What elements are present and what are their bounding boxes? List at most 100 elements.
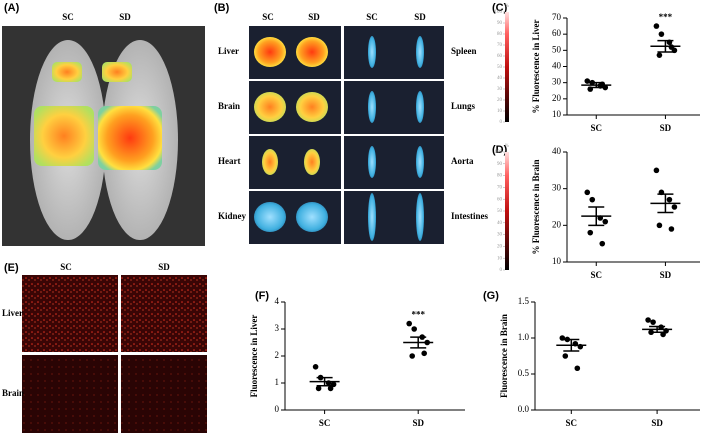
row-label: Liver bbox=[218, 46, 239, 56]
data-point bbox=[562, 353, 569, 359]
organ bbox=[416, 193, 424, 241]
colorbar-tick-label: 70 bbox=[497, 186, 503, 191]
colorbar-tick-label: 100 bbox=[495, 150, 503, 155]
organ bbox=[254, 92, 286, 122]
panel-label: (A) bbox=[4, 2, 20, 14]
y-tick-label: 1.0 bbox=[518, 332, 530, 342]
signal bbox=[102, 62, 132, 82]
organ bbox=[368, 91, 376, 123]
y-tick-label: 30 bbox=[552, 77, 562, 87]
column-label: SC bbox=[262, 12, 274, 22]
y-tick-label: 10 bbox=[552, 109, 562, 119]
data-point bbox=[599, 240, 606, 247]
colorbar-label: % bbox=[505, 144, 509, 149]
panel-label: (F) bbox=[255, 290, 269, 302]
organ bbox=[296, 202, 328, 232]
y-tick-label: 0.5 bbox=[518, 368, 530, 378]
x-tick-label: SD bbox=[412, 418, 424, 428]
y-axis-label: Fluorescence in Liver bbox=[249, 315, 259, 398]
column-label: SD bbox=[158, 262, 170, 272]
colorbar-tick-label: 60 bbox=[497, 197, 503, 202]
data-point bbox=[650, 319, 656, 325]
colorbar-tick-label: 80 bbox=[497, 174, 503, 179]
y-axis-label: Fluorescence in Brain bbox=[499, 314, 509, 398]
data-point bbox=[315, 385, 322, 392]
colorbar-label: % bbox=[505, 4, 509, 9]
data-point bbox=[574, 365, 581, 372]
row-label: Aorta bbox=[451, 156, 474, 166]
data-point bbox=[411, 326, 418, 332]
panel-label: (E) bbox=[4, 262, 19, 274]
panel-a: (A) SC SD bbox=[2, 2, 205, 246]
panel-e: (E) SC SD Liver Brain bbox=[2, 262, 207, 433]
data-point bbox=[671, 204, 678, 210]
data-point bbox=[602, 218, 609, 225]
organ bbox=[262, 149, 278, 175]
x-tick-label: SC bbox=[319, 418, 331, 428]
colorbar-tick-label: 0 bbox=[500, 268, 503, 273]
panel-label: (G) bbox=[483, 290, 499, 302]
colorbar-tick-label: 80 bbox=[497, 32, 503, 37]
y-axis-label: % Fluorescence in Brain bbox=[531, 159, 541, 254]
data-point bbox=[653, 167, 660, 174]
colorbar-tick-label: 100 bbox=[495, 10, 503, 15]
data-point bbox=[421, 350, 428, 357]
panel-label: (C) bbox=[492, 2, 508, 14]
colorbar-tick-label: 20 bbox=[497, 245, 503, 250]
y-tick-label: 4 bbox=[275, 296, 280, 306]
data-point bbox=[656, 52, 663, 58]
micrograph bbox=[121, 355, 207, 433]
data-point bbox=[658, 31, 665, 37]
colorbar-tick-label: 10 bbox=[497, 109, 503, 114]
x-tick-label: SD bbox=[660, 123, 672, 133]
organ bbox=[416, 91, 424, 123]
colorbar-tick-label: 90 bbox=[497, 21, 503, 26]
panel-label: (B) bbox=[214, 2, 230, 14]
scan bbox=[344, 81, 444, 134]
colorbar-tick-label: 50 bbox=[497, 209, 503, 214]
row-label: Kidney bbox=[218, 211, 247, 221]
organ bbox=[296, 92, 328, 122]
data-point bbox=[660, 331, 666, 338]
x-tick-label: SD bbox=[651, 418, 663, 428]
column-label: SD bbox=[308, 12, 320, 22]
colorbar-tick-label: 50 bbox=[497, 65, 503, 70]
y-tick-label: 10 bbox=[552, 256, 562, 266]
row-label: Intestines bbox=[451, 211, 488, 221]
x-tick-label: SC bbox=[591, 123, 603, 133]
panel-label: (D) bbox=[492, 144, 508, 156]
column-label: SD bbox=[119, 12, 131, 22]
panel-b: (B) SC SD SC SD Liver Spleen Brain Lungs Hea… bbox=[214, 2, 488, 244]
colorbar-tick-label: 10 bbox=[497, 256, 503, 261]
colorbar-tick-label: 30 bbox=[497, 87, 503, 92]
colorbar bbox=[505, 12, 509, 122]
organ bbox=[368, 193, 376, 241]
y-tick-label: 2 bbox=[275, 350, 280, 360]
data-point bbox=[327, 385, 334, 392]
organ bbox=[304, 149, 320, 175]
scan bbox=[344, 26, 444, 79]
y-tick-label: 40 bbox=[552, 61, 562, 71]
significance: *** bbox=[411, 310, 425, 320]
data-point bbox=[668, 44, 675, 50]
colorbar-tick-label: 30 bbox=[497, 233, 503, 238]
colorbar-tick-label: 90 bbox=[497, 162, 503, 167]
organ bbox=[254, 37, 286, 67]
row-label: Brain bbox=[218, 101, 240, 111]
row-label: Heart bbox=[218, 156, 241, 166]
data-point bbox=[653, 23, 660, 29]
column-label: SC bbox=[60, 262, 72, 272]
y-tick-label: 0 bbox=[275, 404, 280, 414]
data-point bbox=[312, 364, 319, 370]
significance: *** bbox=[659, 12, 673, 22]
signal bbox=[34, 106, 94, 166]
data-point bbox=[406, 320, 413, 327]
y-axis-label: % Fluorescence in Liver bbox=[531, 19, 541, 113]
x-tick-label: SC bbox=[566, 418, 578, 428]
data-point bbox=[589, 196, 596, 203]
micrograph bbox=[121, 275, 207, 352]
organ bbox=[416, 146, 424, 178]
organ bbox=[368, 146, 376, 178]
organ bbox=[254, 202, 286, 232]
